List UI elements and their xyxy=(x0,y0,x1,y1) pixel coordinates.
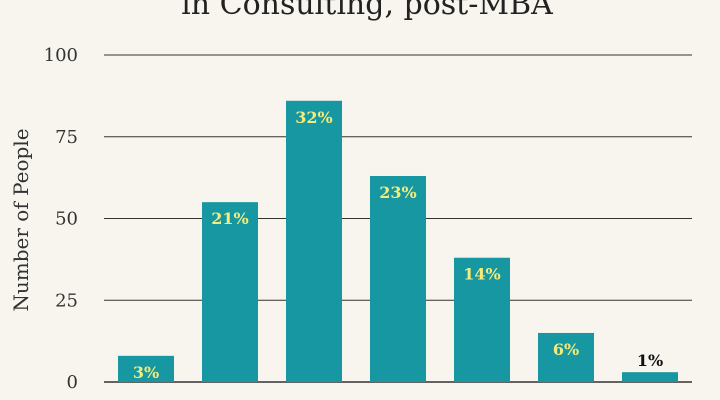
data-labels: 3% 21% 32% 23% 14% 6% 1% xyxy=(133,108,663,382)
y-axis-label: Number of People xyxy=(9,128,33,311)
y-axis-ticks: 0 25 50 75 100 xyxy=(44,45,78,393)
bar-6 xyxy=(538,332,594,382)
y-tick-label: 100 xyxy=(44,45,78,66)
bar-5 xyxy=(454,257,510,382)
bar-4 xyxy=(370,175,426,382)
bar-2 xyxy=(202,202,258,382)
data-label-4: 23% xyxy=(379,183,416,202)
data-label-6: 6% xyxy=(553,340,579,359)
bar-7 xyxy=(622,372,678,382)
data-label-5: 14% xyxy=(463,265,500,284)
y-tick-label: 25 xyxy=(55,290,78,311)
data-label-7: 1% xyxy=(637,351,663,370)
y-tick-label: 50 xyxy=(55,209,78,230)
bar-3 xyxy=(286,100,342,382)
bar-1 xyxy=(118,355,174,382)
y-tick-label: 0 xyxy=(67,372,78,393)
y-tick-label: 75 xyxy=(55,127,78,148)
data-label-1: 3% xyxy=(133,363,159,382)
bars xyxy=(118,100,678,382)
chart-title: in Consulting, post-MBA xyxy=(181,0,553,22)
data-label-3: 32% xyxy=(295,108,332,127)
data-label-2: 21% xyxy=(211,209,248,228)
